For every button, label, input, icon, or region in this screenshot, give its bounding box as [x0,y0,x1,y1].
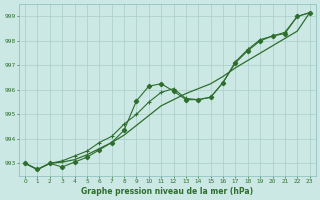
X-axis label: Graphe pression niveau de la mer (hPa): Graphe pression niveau de la mer (hPa) [81,187,253,196]
